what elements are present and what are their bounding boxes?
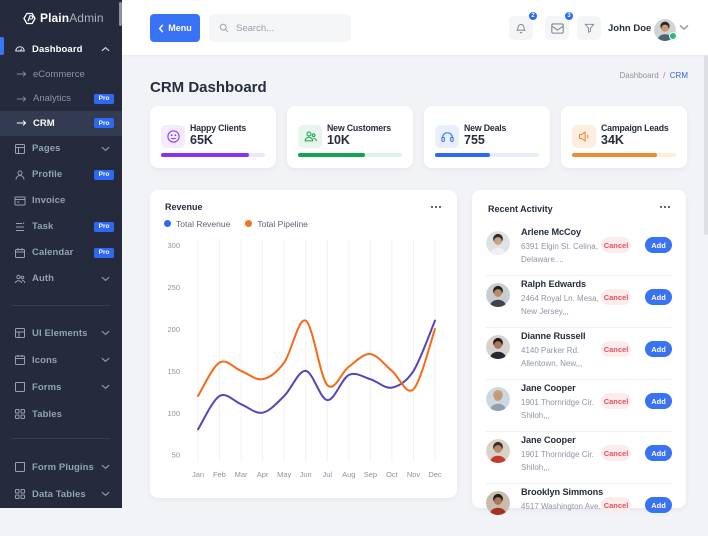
svg-text:Oct: Oct	[386, 470, 399, 479]
svg-text:Sep: Sep	[364, 470, 377, 479]
svg-text:Mar: Mar	[235, 470, 248, 479]
svg-text:150: 150	[167, 367, 180, 376]
svg-text:Apr: Apr	[257, 470, 269, 479]
svg-text:Dec: Dec	[428, 470, 442, 479]
svg-text:Feb: Feb	[213, 470, 226, 479]
svg-text:May: May	[277, 470, 291, 479]
svg-text:300: 300	[167, 241, 180, 250]
svg-text:250: 250	[167, 283, 180, 292]
svg-text:Jul: Jul	[323, 470, 333, 479]
svg-text:Jan: Jan	[192, 470, 204, 479]
svg-text:Aug: Aug	[342, 470, 355, 479]
svg-text:50: 50	[172, 451, 180, 460]
svg-text:Nov: Nov	[407, 470, 421, 479]
svg-text:200: 200	[167, 325, 180, 334]
svg-text:Jun: Jun	[300, 470, 312, 479]
svg-text:100: 100	[167, 409, 180, 418]
